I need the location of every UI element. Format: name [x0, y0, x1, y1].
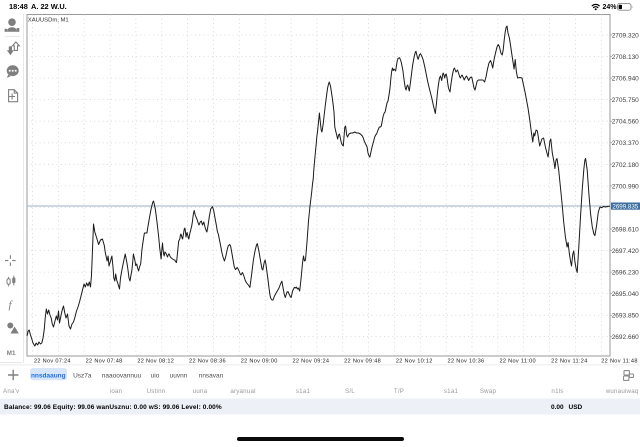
svg-text:2696.230: 2696.230: [612, 270, 639, 277]
svg-text:2698.610: 2698.610: [612, 227, 639, 234]
svg-text:22 Nov 09:24: 22 Nov 09:24: [292, 359, 329, 365]
svg-text:uio: uio: [151, 372, 160, 379]
svg-text:22 Nov 07:48: 22 Nov 07:48: [86, 359, 123, 365]
svg-text:2692.660: 2692.660: [612, 334, 639, 341]
svg-text:XAUUSDm, M1: XAUUSDm, M1: [28, 17, 69, 23]
svg-text:A. 22 W.U.: A. 22 W.U.: [31, 2, 67, 11]
svg-text:22 Nov 08:12: 22 Nov 08:12: [137, 359, 174, 365]
svg-text:22 Nov 10:36: 22 Nov 10:36: [448, 359, 485, 365]
svg-text:22 Nov 11:48: 22 Nov 11:48: [601, 359, 637, 365]
svg-text:2703.370: 2703.370: [612, 140, 639, 147]
svg-text:22 Nov 11:00: 22 Nov 11:00: [499, 359, 535, 365]
svg-text:22 Nov 11:24: 22 Nov 11:24: [551, 359, 587, 365]
svg-text:18:48: 18:48: [9, 2, 28, 11]
svg-text:22 Nov 09:48: 22 Nov 09:48: [344, 359, 381, 365]
svg-text:2708.130: 2708.130: [612, 54, 639, 61]
svg-text:Ana'v: Ana'v: [3, 388, 20, 395]
svg-text:2695.040: 2695.040: [612, 291, 639, 298]
svg-text:uuna: uuna: [193, 388, 208, 395]
svg-text:M1: M1: [7, 350, 16, 357]
svg-text:T/P: T/P: [394, 388, 404, 395]
svg-text:uuvnn: uuvnn: [170, 372, 188, 379]
svg-text:n1ls: n1ls: [551, 388, 563, 395]
svg-text:nnsdaaung: nnsdaaung: [31, 372, 66, 379]
svg-text:aryanual: aryanual: [230, 388, 255, 395]
svg-text:0.00: 0.00: [551, 404, 564, 411]
svg-text:s1a1: s1a1: [296, 388, 311, 395]
svg-text:Balance: 99.06 Equity: 99.06 w: Balance: 99.06 Equity: 99.06 wanUsznu: 0…: [4, 404, 222, 411]
svg-text:24%: 24%: [603, 4, 618, 11]
svg-text:2700.990: 2700.990: [612, 183, 639, 190]
svg-text:nnsavan: nnsavan: [199, 372, 224, 379]
svg-text:2706.940: 2706.940: [612, 76, 639, 83]
svg-text:USD: USD: [569, 404, 583, 411]
svg-text:S/L: S/L: [345, 388, 355, 395]
svg-text:2693.850: 2693.850: [612, 313, 639, 320]
svg-text:2699.835: 2699.835: [612, 203, 638, 210]
svg-text:22 Nov 10:12: 22 Nov 10:12: [396, 359, 433, 365]
svg-text:2709.320: 2709.320: [612, 33, 639, 40]
svg-text:22 Nov 07:24: 22 Nov 07:24: [34, 359, 71, 365]
svg-text:s1a1: s1a1: [444, 388, 459, 395]
svg-text:f: f: [9, 299, 14, 311]
svg-text:2697.420: 2697.420: [612, 248, 639, 255]
svg-text:2705.750: 2705.750: [612, 97, 639, 104]
svg-text:22 Nov 08:36: 22 Nov 08:36: [189, 359, 226, 365]
svg-text:Usz7a: Usz7a: [73, 372, 92, 379]
svg-text:22 Nov 09:00: 22 Nov 09:00: [241, 359, 278, 365]
svg-text:Ustinn: Ustinn: [147, 388, 166, 395]
svg-text:naaoovannuu: naaoovannuu: [102, 372, 142, 379]
svg-text:2704.560: 2704.560: [612, 119, 639, 126]
svg-text:ioan: ioan: [110, 388, 123, 395]
svg-text:Swap: Swap: [480, 388, 497, 395]
svg-text:2702.180: 2702.180: [612, 162, 639, 169]
svg-text:wunauiwaq: wunauiwaq: [605, 388, 639, 395]
